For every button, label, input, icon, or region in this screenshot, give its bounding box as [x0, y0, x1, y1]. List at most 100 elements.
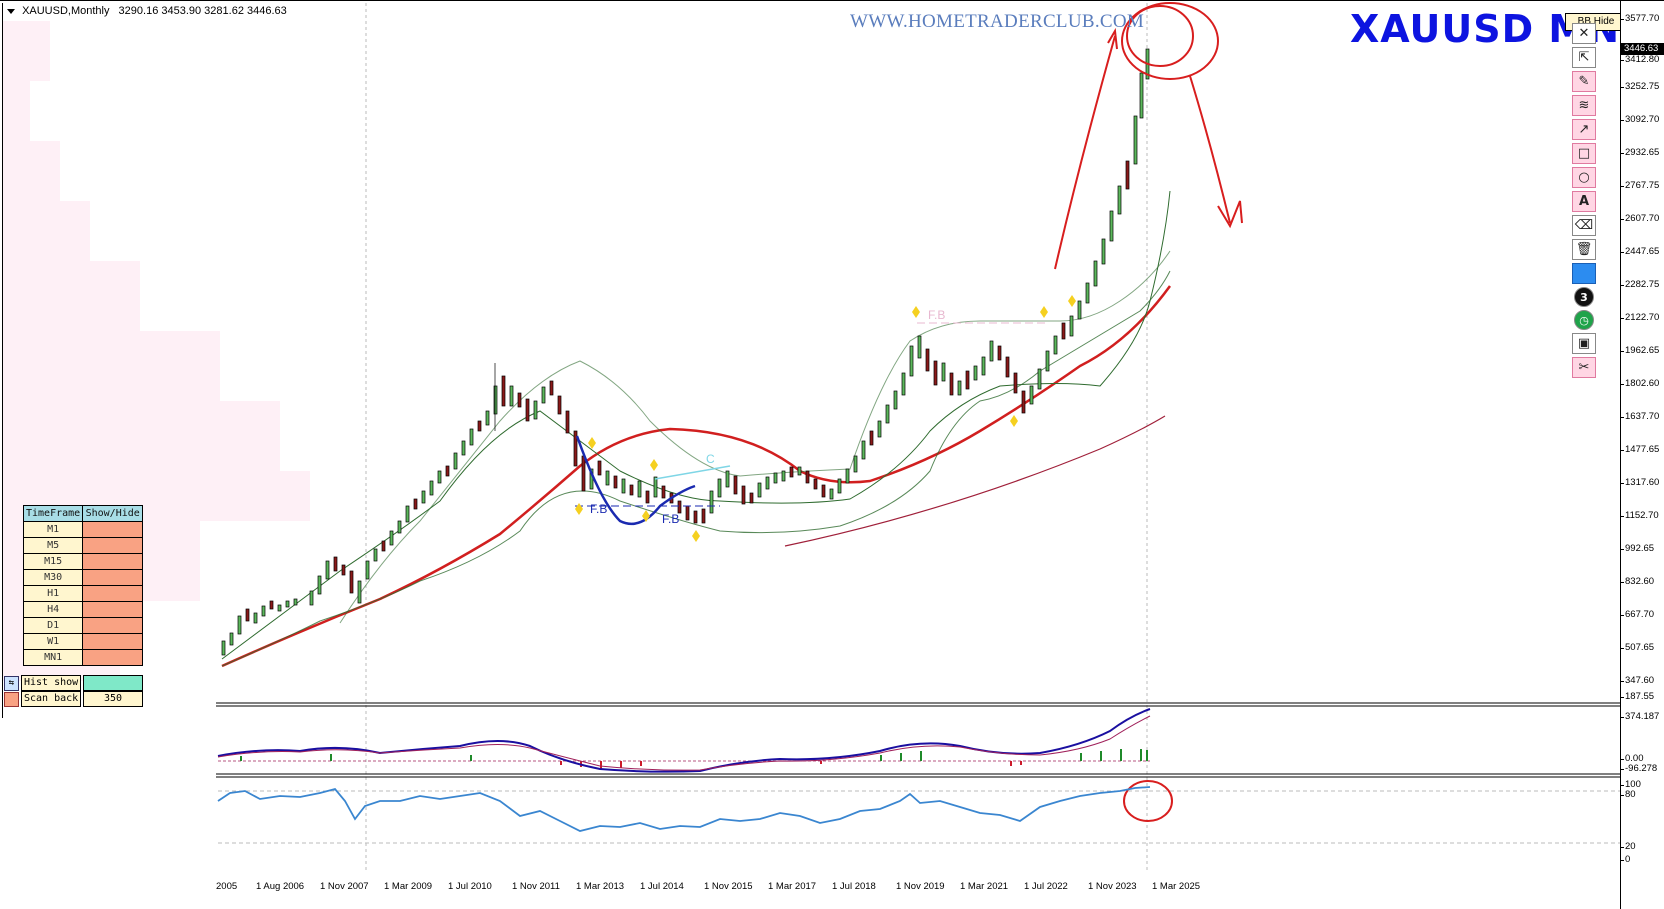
table-row: D1 [22, 617, 144, 634]
show-hide-toggle[interactable] [82, 537, 144, 554]
hist-show-row: ⇆ Hist show [4, 675, 143, 691]
price-label: 1962.65 [1620, 345, 1660, 356]
timeframe-cell: MN1 [22, 649, 84, 666]
website-watermark: WWW.HOMETRADERCLUB.COM [850, 11, 1145, 32]
candles [221, 48, 1150, 656]
price-label: 2447.65 [1620, 246, 1660, 257]
price-label: 992.65 [1620, 543, 1655, 554]
col-header-timeframe: TimeFrame [22, 505, 84, 522]
col-header-show-hide: Show/Hide [82, 505, 144, 522]
rsi-axis-label: 100 [1621, 779, 1641, 790]
scan-back-label: Scan back [21, 691, 81, 707]
table-row: M30 [22, 569, 144, 586]
arrow-icon[interactable]: ↗ [1572, 119, 1596, 140]
time-axis[interactable]: 2005 1 Aug 2006 1 Nov 2007 1 Mar 2009 1 … [216, 877, 1620, 897]
wave-icon[interactable]: ≋ [1572, 95, 1596, 116]
time-label: 1 Nov 2019 [896, 881, 945, 892]
price-label: 3252.75 [1620, 81, 1660, 92]
price-label: 187.55 [1620, 691, 1655, 702]
table-row: M5 [22, 537, 144, 554]
price-label: 832.60 [1620, 576, 1655, 587]
time-label: 1 Mar 2017 [768, 881, 817, 892]
time-label: 1 Nov 2007 [320, 881, 369, 892]
scan-back-row: Scan back 350 [4, 691, 143, 707]
price-pane[interactable]: XAUUSD,Monthly 3290.16 3453.90 3281.62 3… [2, 3, 1620, 718]
ohlc-values: 3290.16 3453.90 3281.62 3446.63 [118, 5, 287, 17]
timeframe-cell: M15 [22, 553, 84, 570]
table-row: W1 [22, 633, 144, 650]
show-hide-toggle[interactable] [82, 553, 144, 570]
clock-icon[interactable]: ◷ [1574, 310, 1594, 330]
time-label: 1 Mar 2009 [384, 881, 433, 892]
hand-drawn-annotations [1054, 2, 1243, 822]
timeframe-cell: W1 [22, 633, 84, 650]
price-label: 2282.75 [1620, 279, 1660, 290]
rsi-axis-label: 0 [1620, 854, 1631, 865]
close-icon[interactable]: ✕ [1572, 23, 1596, 44]
timeframe-cell: H1 [22, 585, 84, 602]
show-hide-toggle[interactable] [82, 617, 144, 634]
time-label: 1 Nov 2015 [704, 881, 753, 892]
time-label: 1 Jul 2022 [1024, 881, 1068, 892]
fb-label: F.B [662, 512, 679, 526]
fb-label: F.B [590, 502, 607, 516]
fb-label: F.B [928, 308, 945, 322]
c-label: C [706, 452, 715, 466]
show-hide-toggle[interactable] [82, 601, 144, 618]
text-icon[interactable]: A [1572, 191, 1596, 212]
time-label: 1 Jul 2014 [640, 881, 684, 892]
swap-icon[interactable]: ⇆ [4, 675, 19, 691]
save-icon[interactable]: ▣ [1572, 333, 1596, 354]
price-label: 507.65 [1620, 642, 1655, 653]
rectangle-icon[interactable]: □ [1572, 143, 1596, 164]
scissors-icon[interactable]: ✂ [1572, 357, 1596, 378]
macd-pane [217, 708, 1151, 773]
time-label: 1 Jul 2018 [832, 881, 876, 892]
price-label: 3412.80 [1620, 54, 1660, 65]
timeframe-cell: H4 [22, 601, 84, 618]
table-row: MN1 [22, 649, 144, 666]
symbol-name: XAUUSD,Monthly [22, 5, 110, 17]
scan-back-input[interactable]: 350 [83, 691, 143, 707]
drawing-toolbar: ✕ ⇱ ✎ ≋ ↗ □ ○ A ⌫ 🗑 3 ◷ ▣ ✂ [1572, 23, 1598, 378]
hist-show-toggle[interactable] [83, 675, 143, 691]
time-label: 1 Jul 2010 [448, 881, 492, 892]
cursor-icon[interactable]: ⇱ [1572, 47, 1596, 68]
price-label: 667.70 [1620, 609, 1655, 620]
time-label: 1 Nov 2023 [1088, 881, 1137, 892]
line-width-icon[interactable]: 3 [1574, 287, 1594, 307]
show-hide-toggle[interactable] [82, 649, 144, 666]
time-label: 1 Nov 2011 [512, 881, 560, 892]
price-label: 2932.65 [1620, 147, 1660, 158]
show-hide-toggle[interactable] [82, 633, 144, 650]
price-label: 2767.75 [1620, 180, 1660, 191]
table-row: M15 [22, 553, 144, 570]
show-hide-toggle[interactable] [82, 585, 144, 602]
scan-icon[interactable] [4, 691, 19, 707]
pattern-diamonds [575, 295, 1076, 542]
rsi-pane [217, 786, 1620, 844]
circle-icon[interactable]: ○ [1572, 167, 1596, 188]
show-hide-toggle[interactable] [82, 521, 144, 538]
price-label: 3092.70 [1620, 114, 1660, 125]
price-label: 1317.60 [1620, 477, 1660, 488]
timeframe-cell: D1 [22, 617, 84, 634]
macd-axis-label: -96.278 [1620, 763, 1658, 774]
macd-axis-label: 374.187 [1620, 711, 1660, 722]
show-hide-toggle[interactable] [82, 569, 144, 586]
table-row: M1 [22, 521, 144, 538]
price-axis[interactable]: 3577.70 3446.63 3412.80 3252.75 3092.70 … [1620, 1, 1664, 909]
color-picker-icon[interactable] [1572, 263, 1596, 284]
timeframe-table: TimeFrame Show/Hide M1 M5 M15 M30 H1 H4 … [22, 505, 144, 666]
dropdown-triangle-icon[interactable] [7, 8, 15, 14]
pen-icon[interactable]: ✎ [1572, 71, 1596, 92]
price-label: 1152.70 [1621, 510, 1659, 521]
price-label: 347.60 [1620, 675, 1655, 686]
timeframe-cell: M1 [22, 521, 84, 538]
chart-plot: F.B F.B F.B C [3, 2, 1620, 871]
macd-axis-label: 0.00 [1621, 753, 1644, 764]
trash-icon[interactable]: 🗑 [1572, 239, 1596, 260]
eraser-icon[interactable]: ⌫ [1572, 215, 1596, 236]
timeframe-cell: M30 [22, 569, 84, 586]
